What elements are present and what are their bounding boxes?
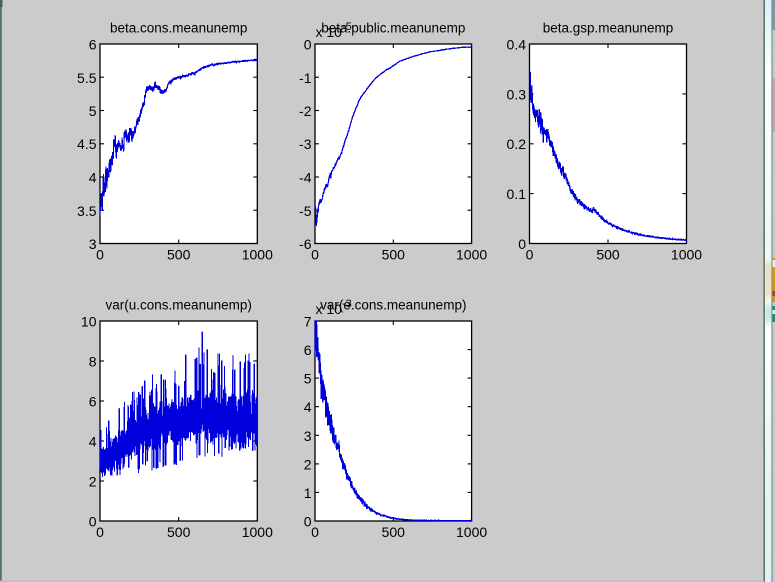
svg-text:4: 4: [304, 399, 312, 415]
svg-text:3: 3: [89, 236, 97, 252]
svg-text:beta.public.meanunemp: beta.public.meanunemp: [321, 21, 465, 36]
svg-text:1000: 1000: [242, 524, 273, 540]
svg-text:1000: 1000: [242, 247, 273, 263]
svg-text:4.5: 4.5: [77, 136, 97, 152]
svg-text:0: 0: [96, 524, 104, 540]
svg-text:-3: -3: [299, 136, 312, 152]
svg-text:4: 4: [89, 434, 97, 450]
svg-text:500: 500: [382, 247, 406, 263]
svg-text:0: 0: [96, 247, 104, 263]
svg-text:1000: 1000: [456, 524, 487, 540]
svg-text:0: 0: [304, 514, 312, 530]
svg-text:5: 5: [89, 103, 97, 119]
svg-text:7: 7: [304, 314, 312, 330]
svg-text:3.5: 3.5: [77, 203, 97, 219]
svg-text:-2: -2: [299, 103, 312, 119]
svg-text:-4: -4: [299, 170, 312, 186]
svg-text:0.4: 0.4: [507, 37, 527, 53]
svg-text:500: 500: [167, 247, 191, 263]
svg-text:0.1: 0.1: [507, 186, 527, 202]
svg-text:-5: -5: [299, 203, 312, 219]
svg-text:-6: -6: [299, 236, 312, 252]
svg-text:beta.cons.meanunemp: beta.cons.meanunemp: [110, 21, 247, 36]
svg-text:0: 0: [311, 247, 319, 263]
svg-text:8: 8: [89, 354, 97, 370]
svg-text:1000: 1000: [456, 247, 487, 263]
svg-text:1: 1: [304, 485, 312, 501]
svg-text:500: 500: [596, 247, 620, 263]
svg-text:500: 500: [382, 524, 406, 540]
svg-text:var(e.cons.meanunemp): var(e.cons.meanunemp): [320, 298, 466, 313]
svg-text:2: 2: [304, 456, 312, 472]
svg-text:0: 0: [304, 37, 312, 53]
svg-text:3: 3: [304, 428, 312, 444]
svg-text:0: 0: [518, 236, 526, 252]
svg-text:4: 4: [89, 170, 97, 186]
svg-text:var(u.cons.meanunemp): var(u.cons.meanunemp): [106, 298, 252, 313]
svg-text:0.3: 0.3: [507, 86, 527, 102]
svg-text:0: 0: [89, 514, 97, 530]
svg-text:0.2: 0.2: [507, 136, 527, 152]
svg-text:6: 6: [89, 37, 97, 53]
svg-text:6: 6: [304, 342, 312, 358]
svg-text:5: 5: [304, 371, 312, 387]
svg-text:0: 0: [526, 247, 534, 263]
svg-text:-1: -1: [299, 70, 312, 86]
svg-text:0: 0: [311, 524, 319, 540]
svg-text:5.5: 5.5: [77, 70, 97, 86]
svg-text:10: 10: [81, 314, 97, 330]
svg-text:2: 2: [89, 474, 97, 490]
svg-text:6: 6: [89, 394, 97, 410]
svg-text:beta.gsp.meanunemp: beta.gsp.meanunemp: [543, 21, 674, 36]
svg-text:1000: 1000: [671, 247, 702, 263]
svg-text:500: 500: [167, 524, 191, 540]
